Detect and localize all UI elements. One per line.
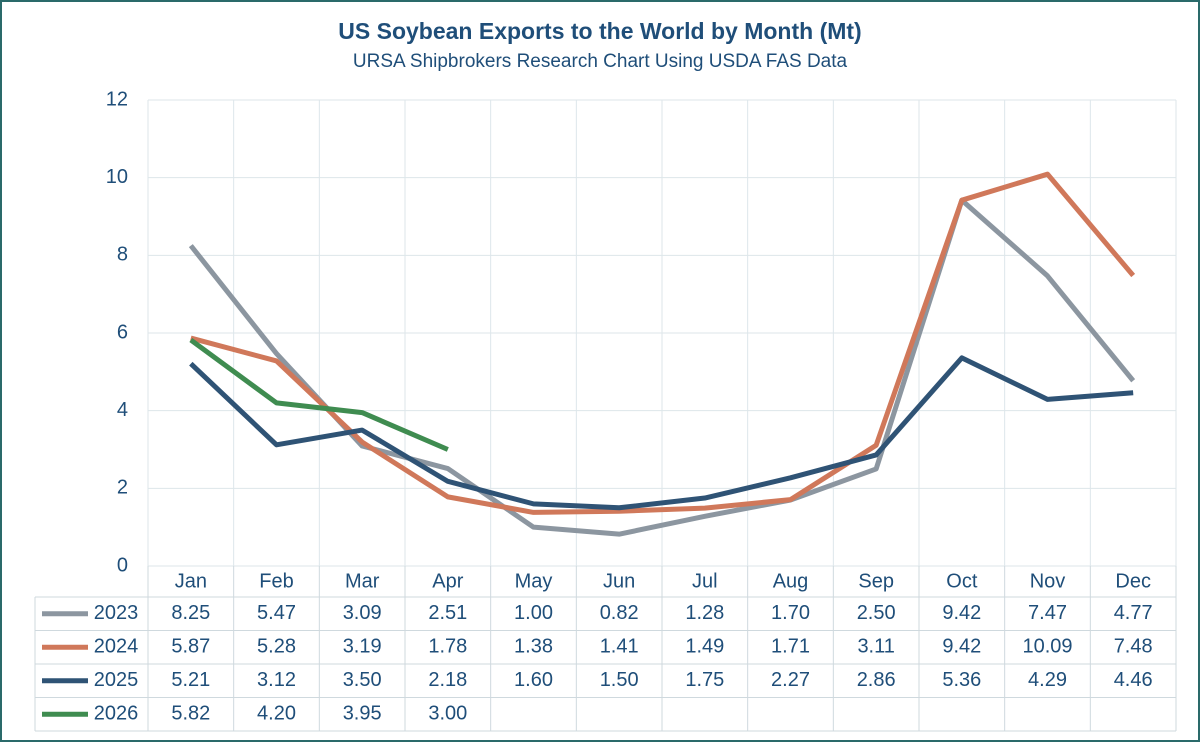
x-tick-label: Dec xyxy=(1115,570,1151,592)
table-value: 5.36 xyxy=(942,669,981,691)
table-value: 1.75 xyxy=(685,669,724,691)
table-value: 0.82 xyxy=(600,602,639,624)
legend-label: 2026 xyxy=(94,703,139,725)
x-tick-label: May xyxy=(515,570,553,592)
chart-subtitle: URSA Shipbrokers Research Chart Using US… xyxy=(353,51,848,72)
table-value: 5.28 xyxy=(257,636,296,658)
table-value: 2.50 xyxy=(857,602,896,624)
x-tick-label: Jul xyxy=(692,570,718,592)
table-value: 4.20 xyxy=(257,703,296,725)
table-value: 1.70 xyxy=(771,602,810,624)
y-tick-label: 6 xyxy=(117,321,128,343)
y-tick-label: 4 xyxy=(117,399,128,421)
table-value: 10.09 xyxy=(1022,636,1072,658)
x-tick-label: Jan xyxy=(175,570,207,592)
x-tick-label: Nov xyxy=(1030,570,1066,592)
x-tick-label: Feb xyxy=(259,570,293,592)
table-value: 1.60 xyxy=(514,669,553,691)
legend-label: 2025 xyxy=(94,669,139,691)
table-value: 5.47 xyxy=(257,602,296,624)
table-value: 1.78 xyxy=(428,636,467,658)
table-value: 5.21 xyxy=(171,669,210,691)
y-tick-label: 8 xyxy=(117,244,128,266)
y-tick-label: 12 xyxy=(106,88,128,110)
x-tick-label: Mar xyxy=(345,570,380,592)
table-value: 3.19 xyxy=(343,636,382,658)
table-value: 3.11 xyxy=(857,636,894,658)
table-value: 3.00 xyxy=(428,703,467,725)
table-value: 3.50 xyxy=(343,669,382,691)
table-value: 2.51 xyxy=(428,602,467,624)
series-line xyxy=(190,171,1136,515)
table-value: 1.49 xyxy=(685,636,724,658)
x-tick-label: Jun xyxy=(603,570,635,592)
table-value: 5.82 xyxy=(171,703,210,725)
table-value: 3.12 xyxy=(257,669,296,691)
table-value: 4.46 xyxy=(1114,669,1153,691)
y-tick-label: 0 xyxy=(117,554,128,576)
legend-label: 2024 xyxy=(94,636,139,658)
table-value: 2.18 xyxy=(428,669,467,691)
table-value: 1.38 xyxy=(514,636,553,658)
table-value: 8.25 xyxy=(171,602,210,624)
table-value: 4.77 xyxy=(1114,602,1153,624)
table-value: 1.71 xyxy=(771,636,810,658)
table-value: 2.27 xyxy=(771,669,810,691)
series-line xyxy=(189,337,449,452)
table-value: 4.29 xyxy=(1028,669,1067,691)
series-line xyxy=(189,355,1134,511)
x-tick-label: Aug xyxy=(773,570,809,592)
table-value: 1.28 xyxy=(685,602,724,624)
table-value: 9.42 xyxy=(942,636,981,658)
y-tick-label: 2 xyxy=(117,477,128,499)
x-tick-label: Oct xyxy=(946,570,978,592)
table-value: 1.50 xyxy=(600,669,639,691)
table-value: 5.87 xyxy=(171,636,210,658)
table-value: 1.00 xyxy=(514,602,553,624)
table-value: 3.95 xyxy=(343,703,382,725)
table-value: 9.42 xyxy=(942,602,981,624)
x-tick-label: Sep xyxy=(858,570,894,592)
x-tick-label: Apr xyxy=(432,570,463,592)
table-value: 7.47 xyxy=(1028,602,1067,624)
legend-label: 2023 xyxy=(94,602,139,624)
chart-title: US Soybean Exports to the World by Month… xyxy=(338,18,861,44)
table-value: 3.09 xyxy=(343,602,382,624)
table-value: 1.41 xyxy=(600,636,639,658)
y-tick-label: 10 xyxy=(106,166,128,188)
table-value: 2.86 xyxy=(857,669,896,691)
table-value: 7.48 xyxy=(1114,636,1153,658)
